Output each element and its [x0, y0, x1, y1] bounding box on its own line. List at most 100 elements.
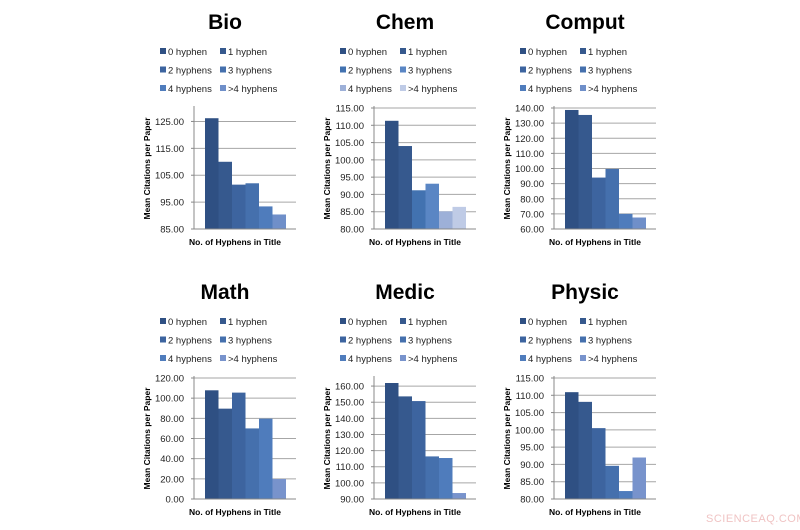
legend-swatch: [220, 85, 226, 91]
bar-3-hyphens: [425, 456, 439, 499]
y-tick-label: 130.00: [335, 430, 364, 441]
legend-swatch: [220, 318, 226, 324]
y-tick-label: 100.00: [515, 425, 544, 436]
y-tick-label: 0.00: [166, 495, 185, 506]
legend-label: 1 hyphen: [588, 47, 627, 58]
legend-swatch: [520, 85, 526, 91]
bar-0-hyphen: [385, 383, 399, 499]
chart-math: Math 0 hyphen 1 hyphen 2 hyphens 3 hyphens 4 …: [142, 281, 296, 517]
x-axis-label: No. of Hyphens in Title: [549, 507, 641, 517]
legend-label: 0 hyphen: [168, 47, 207, 58]
chart-bio: Bio 0 hyphen 1 hyphen 2 hyphens 3 hyphens 4 h…: [142, 11, 296, 247]
legend-swatch: [520, 66, 526, 73]
legend-label: 2 hyphens: [528, 336, 572, 347]
chart-chem: Chem 0 hyphen 1 hyphen 2 hyphens 3 hyphens 4 …: [322, 11, 476, 247]
y-tick-label: 85.00: [340, 207, 364, 218]
x-axis-label: No. of Hyphens in Title: [189, 237, 281, 247]
bar-4-hyphens: [259, 418, 273, 499]
bar--4-hyphens: [632, 217, 646, 229]
legend-label: 0 hyphen: [348, 317, 387, 328]
watermark: SCIENCEAQ.COM: [706, 513, 800, 525]
y-tick-label: 85.00: [160, 225, 184, 236]
legend-swatch: [400, 66, 406, 73]
legend-swatch: [580, 355, 586, 361]
y-tick-label: 85.00: [520, 477, 544, 488]
bar-0-hyphen: [565, 392, 579, 499]
legend-label: >4 hyphens: [408, 354, 458, 365]
chart-title: Math: [201, 281, 250, 304]
bar-4-hyphens: [259, 206, 273, 229]
legend-swatch: [520, 355, 526, 361]
legend-swatch: [520, 48, 526, 54]
bar--4-hyphens: [272, 214, 286, 229]
legend-label: >4 hyphens: [588, 84, 638, 95]
legend-label: >4 hyphens: [228, 354, 278, 365]
legend-label: 3 hyphens: [228, 336, 272, 347]
legend-label: 3 hyphens: [408, 336, 452, 347]
bar-4-hyphens: [439, 211, 453, 229]
legend-swatch: [580, 85, 586, 91]
chart-physic: Physic 0 hyphen 1 hyphen 2 hyphens 3 hyphens…: [502, 281, 656, 517]
legend-swatch: [400, 336, 406, 343]
legend-swatch: [220, 336, 226, 343]
y-tick-label: 130.00: [515, 119, 544, 130]
legend-label: 2 hyphens: [348, 336, 392, 347]
legend-label: >4 hyphens: [408, 84, 458, 95]
bar-1-hyphen: [218, 161, 232, 229]
y-tick-label: 160.00: [335, 382, 364, 393]
y-tick-label: 140.00: [335, 414, 364, 425]
legend-label: 4 hyphens: [168, 84, 212, 95]
bar-2-hyphens: [412, 190, 426, 229]
legend-swatch: [340, 336, 346, 343]
y-tick-label: 115.00: [336, 104, 364, 115]
bar-0-hyphen: [385, 120, 399, 229]
legend-swatch: [340, 318, 346, 324]
bar-3-hyphens: [245, 183, 259, 229]
legend-swatch: [580, 318, 586, 324]
y-tick-label: 110.00: [336, 121, 364, 132]
legend-swatch: [580, 66, 586, 73]
legend-label: 2 hyphens: [168, 66, 212, 77]
legend-swatch: [160, 66, 166, 73]
x-axis-label: No. of Hyphens in Title: [369, 237, 461, 247]
y-tick-label: 80.00: [160, 414, 184, 425]
bar-1-hyphen: [398, 396, 412, 499]
y-tick-label: 120.00: [335, 446, 364, 457]
y-tick-label: 115.00: [156, 144, 184, 155]
legend: 0 hyphen 1 hyphen 2 hyphens 3 hyphens 4 hyph…: [520, 317, 638, 365]
legend-label: 0 hyphen: [168, 317, 207, 328]
legend-swatch: [580, 48, 586, 54]
bar-3-hyphens: [425, 183, 439, 229]
chart-title: Medic: [375, 281, 435, 304]
y-tick-label: 80.00: [340, 225, 364, 236]
bar-1-hyphen: [578, 401, 592, 499]
legend-label: 1 hyphen: [228, 317, 267, 328]
legend-label: 1 hyphen: [588, 317, 627, 328]
legend-swatch: [400, 318, 406, 324]
y-tick-label: 105.00: [335, 138, 364, 149]
legend: 0 hyphen 1 hyphen 2 hyphens 3 hyphens 4 hyph…: [340, 47, 458, 95]
bar-1-hyphen: [578, 114, 592, 229]
y-axis-label: Mean Citations per Paper: [322, 387, 332, 490]
bar--4-hyphens: [632, 457, 646, 499]
legend-swatch: [520, 318, 526, 324]
legend-label: 0 hyphen: [528, 317, 567, 328]
bar-0-hyphen: [205, 118, 219, 229]
legend-swatch: [160, 48, 166, 54]
legend-label: 4 hyphens: [168, 354, 212, 365]
bar-0-hyphen: [205, 390, 219, 499]
legend: 0 hyphen 1 hyphen 2 hyphens 3 hyphens 4 hyph…: [340, 317, 458, 365]
bar-4-hyphens: [439, 458, 453, 499]
y-tick-label: 90.00: [340, 190, 364, 201]
chart-title: Chem: [376, 11, 434, 34]
chart-title: Bio: [208, 11, 242, 34]
y-tick-label: 90.00: [520, 460, 544, 471]
x-axis-label: No. of Hyphens in Title: [369, 507, 461, 517]
y-tick-label: 100.00: [335, 155, 364, 166]
y-tick-label: 110.00: [516, 149, 544, 160]
y-tick-label: 105.00: [155, 171, 184, 182]
bar-2-hyphens: [412, 401, 426, 499]
y-tick-label: 70.00: [520, 209, 544, 220]
